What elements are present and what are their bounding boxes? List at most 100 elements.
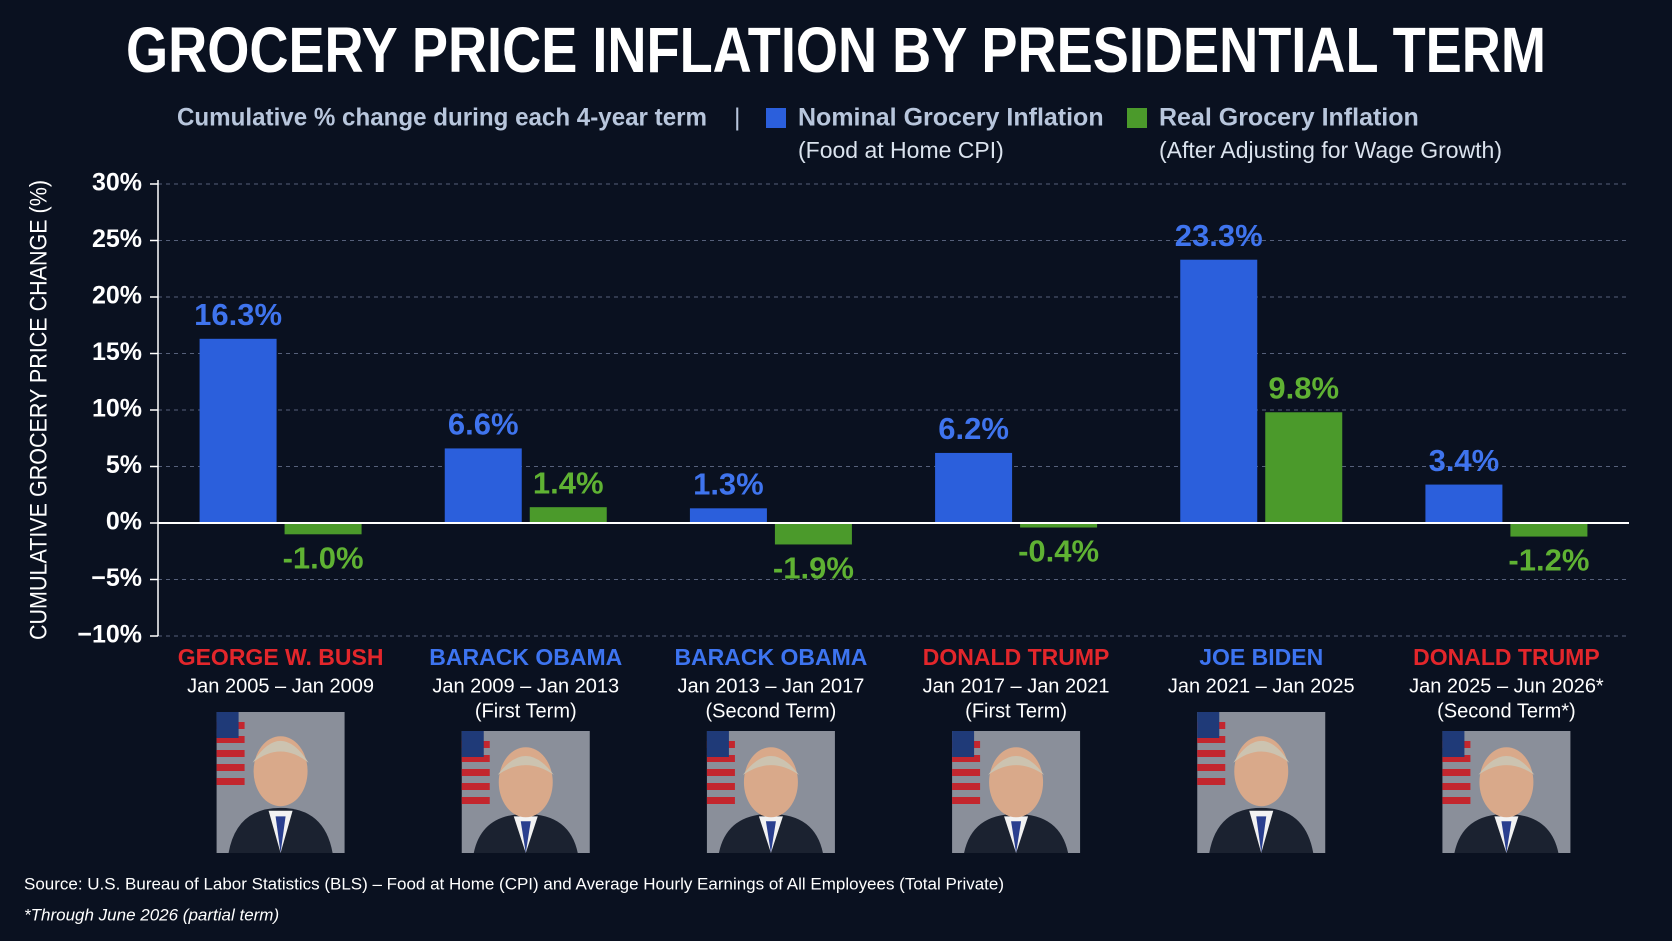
portrait <box>461 731 590 853</box>
hair <box>1478 756 1535 775</box>
tie <box>520 821 531 853</box>
hair <box>742 756 799 775</box>
tie <box>765 821 776 853</box>
data-label: 9.8% <box>1268 370 1339 405</box>
flag-canton <box>952 731 975 757</box>
flag-stripe <box>1197 764 1226 771</box>
flag-stripe <box>1442 783 1471 790</box>
legend-label: Real Grocery Inflation <box>1159 104 1419 132</box>
bar <box>1510 523 1588 537</box>
bar <box>1180 259 1258 523</box>
flag-canton <box>216 712 239 738</box>
flag-stripe <box>952 769 981 776</box>
flag-stripe <box>952 797 981 804</box>
data-label: -1.9% <box>773 551 854 586</box>
data-label: -1.2% <box>1508 543 1589 578</box>
y-tick-label: 25% <box>92 225 142 253</box>
y-tick-label: −5% <box>91 564 142 592</box>
flag-stripe <box>1442 769 1471 776</box>
portrait <box>1197 712 1326 853</box>
hair <box>252 740 309 763</box>
legend-description: (Food at Home CPI) <box>798 137 1004 163</box>
x-tick-label: DONALD TRUMP <box>923 644 1110 670</box>
term-period: Jan 2017 – Jan 2021 <box>923 675 1110 697</box>
chart-title: GROCERY PRICE INFLATION BY PRESIDENTIAL … <box>126 14 1546 86</box>
legend-separator: | <box>734 104 741 132</box>
portrait <box>706 731 835 853</box>
y-tick-label: 15% <box>92 338 142 366</box>
bar <box>529 507 607 523</box>
y-tick-label: 30% <box>92 169 142 197</box>
tie <box>1501 821 1512 853</box>
y-tick-label: −10% <box>77 621 142 649</box>
flag-canton <box>461 731 484 757</box>
flag-stripe <box>461 797 490 804</box>
flag-stripe <box>461 755 490 762</box>
term-note: (First Term) <box>475 700 577 722</box>
legend-swatch <box>1127 108 1147 128</box>
subtitle: Cumulative % change during each 4-year t… <box>177 104 707 132</box>
flag-canton <box>1197 712 1220 738</box>
term-note: (First Term) <box>965 700 1067 722</box>
data-label: 23.3% <box>1175 218 1263 253</box>
portrait <box>952 731 1081 853</box>
flag-stripe <box>461 769 490 776</box>
data-label: -1.0% <box>283 540 364 575</box>
y-tick-label: 5% <box>106 451 142 479</box>
term-period: Jan 2025 – Jun 2026* <box>1409 675 1604 697</box>
hair <box>497 756 554 775</box>
bar <box>689 508 767 523</box>
flag-stripe <box>461 783 490 790</box>
flag-stripe <box>1197 750 1226 757</box>
data-label: 16.3% <box>194 297 282 332</box>
flag-stripe <box>952 783 981 790</box>
term-period: Jan 2009 – Jan 2013 <box>432 675 619 697</box>
x-tick-label: GEORGE W. BUSH <box>178 644 384 670</box>
data-label: -0.4% <box>1018 534 1099 569</box>
flag-stripe <box>216 750 245 757</box>
flag-stripe <box>1197 778 1226 785</box>
hair <box>988 756 1045 775</box>
data-label: 6.6% <box>448 407 519 442</box>
data-label: 6.2% <box>938 411 1009 446</box>
flag-stripe <box>216 778 245 785</box>
bar <box>1020 523 1098 528</box>
flag-stripe <box>706 755 735 762</box>
flag-stripe <box>216 764 245 771</box>
term-period: Jan 2021 – Jan 2025 <box>1168 675 1355 697</box>
tie <box>275 816 286 853</box>
flag-canton <box>1442 731 1465 757</box>
flag-stripe <box>1442 755 1471 762</box>
bar <box>1425 484 1503 523</box>
x-tick-label: DONALD TRUMP <box>1413 644 1600 670</box>
hair <box>1233 740 1290 763</box>
flag-stripe <box>706 797 735 804</box>
y-axis-label: CUMULATIVE GROCERY PRICE CHANGE (%) <box>25 180 52 640</box>
flag-stripe <box>706 783 735 790</box>
term-period: Jan 2013 – Jan 2017 <box>678 675 865 697</box>
source-note: Source: U.S. Bureau of Labor Statistics … <box>24 874 1004 893</box>
legend-label: Nominal Grocery Inflation <box>798 104 1104 132</box>
bar <box>284 523 362 535</box>
y-tick-label: 20% <box>92 282 142 310</box>
bar <box>1265 412 1343 523</box>
footnote: *Through June 2026 (partial term) <box>24 905 279 924</box>
bar <box>935 452 1013 523</box>
term-note: (Second Term*) <box>1437 700 1576 722</box>
flag-stripe <box>216 736 245 743</box>
y-tick-label: 0% <box>106 508 142 536</box>
term-period: Jan 2005 – Jan 2009 <box>187 675 374 697</box>
flag-stripe <box>706 769 735 776</box>
flag-stripe <box>1442 797 1471 804</box>
data-label: 1.3% <box>693 466 764 501</box>
flag-canton <box>706 731 729 757</box>
flag-stripe <box>952 755 981 762</box>
data-label: 3.4% <box>1429 443 1500 478</box>
flag-stripe <box>1197 736 1226 743</box>
x-tick-label: BARACK OBAMA <box>674 644 867 670</box>
data-label: 1.4% <box>533 465 604 500</box>
bar <box>774 523 852 545</box>
bar <box>199 338 277 523</box>
tie <box>1011 821 1022 853</box>
